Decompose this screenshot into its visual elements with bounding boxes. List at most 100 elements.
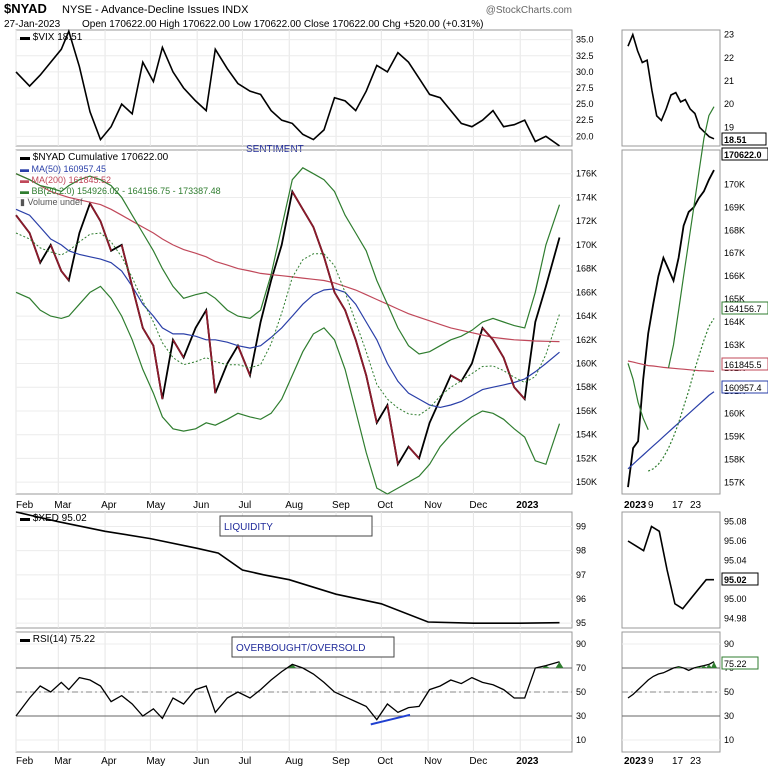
nyad-zoom-bb-mid bbox=[647, 318, 715, 472]
month-label: May bbox=[146, 500, 165, 511]
rsi-tick-label: 30 bbox=[576, 711, 586, 721]
month-label: Jul bbox=[238, 500, 251, 511]
vix-zoom-tick-label: 21 bbox=[724, 76, 734, 86]
nyad-last-box bbox=[721, 301, 768, 315]
month-label: Jun bbox=[193, 500, 209, 511]
nyad-zoom-ma-50- bbox=[627, 391, 715, 470]
nyad-tick-label: 168K bbox=[576, 264, 597, 274]
rsi-zoom-overbought-fill bbox=[675, 666, 682, 668]
vix-zoom-tick-label: 20 bbox=[724, 99, 734, 109]
nyad-down-segment bbox=[172, 339, 185, 359]
nyad-down-segment bbox=[99, 220, 112, 252]
month-label-bottom: Apr bbox=[101, 756, 117, 767]
xed-zoom-tick-label: 95.04 bbox=[724, 555, 747, 565]
nyad-down-segment bbox=[333, 291, 346, 311]
nyad-down-segment bbox=[365, 375, 378, 424]
rsi-tick-label: 50 bbox=[576, 687, 586, 697]
nyad-last-box bbox=[721, 380, 768, 394]
xed-last-label: 95.02 bbox=[724, 575, 747, 585]
rsi-zoom-overbought-fill bbox=[700, 665, 707, 668]
rsi-overbought-fill bbox=[541, 665, 550, 668]
zoom-date-label: 2023 bbox=[624, 500, 647, 511]
nyad-tick-label: 156K bbox=[576, 406, 597, 416]
rsi-zoom-overbought-fill bbox=[705, 664, 712, 668]
nyad-down-segment bbox=[344, 309, 357, 341]
nyad-zoom-tick-label: 169K bbox=[724, 202, 745, 212]
nyad-legend-ma50: ▬ MA(50) 160957.45 bbox=[20, 164, 106, 174]
nyad-tick-label: 176K bbox=[576, 169, 597, 179]
nyad-series-bb-lower bbox=[15, 285, 561, 495]
nyad-tick-label: 174K bbox=[576, 192, 597, 202]
nyad-zoom-tick-label: 165K bbox=[724, 294, 745, 304]
rsi-tick-label: 70 bbox=[576, 663, 586, 673]
zoom-date-label: 23 bbox=[690, 500, 702, 511]
nyad-down-segment bbox=[312, 226, 325, 258]
nyad-last-label: 170622.0 bbox=[724, 150, 762, 160]
zoom-date-label-bottom: 23 bbox=[690, 756, 702, 767]
nyad-tick-label: 164K bbox=[576, 311, 597, 321]
nyad-down-segment bbox=[60, 270, 70, 282]
nyad-zoom-tick-label: 170K bbox=[724, 179, 745, 189]
vix-tick-label: 30.0 bbox=[576, 67, 594, 77]
xed-zoom-frame bbox=[621, 511, 721, 629]
month-label: Feb bbox=[16, 500, 34, 511]
nyad-down-segment bbox=[302, 208, 315, 228]
rsi-zoom-line bbox=[627, 661, 715, 699]
nyad-down-segment bbox=[89, 202, 102, 222]
rsi-last-box bbox=[721, 656, 759, 670]
overbought-box bbox=[231, 636, 395, 658]
nyad-tick-label: 170K bbox=[576, 240, 597, 250]
nyad-down-segment bbox=[492, 339, 505, 359]
nyad-down-segment bbox=[323, 256, 336, 293]
vix-zoom-frame bbox=[621, 29, 721, 147]
zoom-date-label-bottom: 17 bbox=[672, 756, 684, 767]
nyad-tick-label: 160K bbox=[576, 359, 597, 369]
liquidity-annotation: LIQUIDITY bbox=[224, 522, 273, 533]
nyad-series-bb-upper bbox=[15, 167, 561, 355]
zoom-date-label-bottom: 2023 bbox=[624, 756, 647, 767]
nyad-legend-volume: ▮ Volume undef bbox=[20, 197, 83, 207]
nyad-series-ma-50- bbox=[15, 208, 560, 409]
vix-last-label: 18.51 bbox=[724, 135, 747, 145]
rsi-zoom-tick-label: 30 bbox=[724, 711, 734, 721]
nyad-down-segment bbox=[291, 191, 304, 210]
vix-tick-label: 22.5 bbox=[576, 115, 594, 125]
month-label-bottom: 2023 bbox=[516, 756, 539, 767]
nyad-zoom-tick-label: 157K bbox=[724, 478, 745, 488]
month-label: Aug bbox=[285, 500, 303, 511]
nyad-zoom-price bbox=[627, 169, 715, 488]
nyad-down-segment bbox=[205, 310, 217, 394]
nyad-bb-mid bbox=[15, 232, 560, 416]
vix-tick-label: 20.0 bbox=[576, 131, 594, 141]
rsi-overbought-fill bbox=[288, 664, 297, 668]
rsi-tick-label: 10 bbox=[576, 735, 586, 745]
xed-tick-label: 99 bbox=[576, 522, 586, 532]
nyad-down-segment bbox=[237, 345, 251, 376]
zoom-date-label-bottom: 9 bbox=[648, 756, 654, 767]
vix-line bbox=[15, 28, 560, 147]
nyad-zoom-tick-label: 160K bbox=[724, 409, 745, 419]
nyad-legend-price: ▬ $NYAD Cumulative 170622.00 bbox=[20, 152, 169, 163]
liquidity-box bbox=[219, 515, 373, 537]
nyad-last-label: 160957.4 bbox=[724, 383, 762, 393]
nyad-down-segment bbox=[386, 404, 399, 465]
nyad-down-segment bbox=[513, 386, 526, 400]
xed-line bbox=[15, 511, 560, 624]
month-label-bottom: Oct bbox=[377, 756, 393, 767]
month-label: Nov bbox=[424, 500, 442, 511]
xed-zoom-tick-label: 94.98 bbox=[724, 613, 747, 623]
header-description: NYSE - Advance-Decline Issues INDX bbox=[62, 4, 249, 16]
nyad-down-segment bbox=[49, 244, 63, 272]
vix-zoom-tick-label: 22 bbox=[724, 53, 734, 63]
vix-zoom-tick-label: 23 bbox=[724, 30, 734, 40]
nyad-down-segment bbox=[354, 339, 368, 376]
vix-last-box bbox=[721, 132, 767, 146]
nyad-zoom-bb-upper bbox=[667, 106, 715, 369]
nyad-zoom-tick-label: 168K bbox=[724, 225, 745, 235]
nyad-down-segment bbox=[481, 327, 494, 341]
xed-zoom-tick-label: 95.06 bbox=[724, 536, 747, 546]
month-label-bottom: Sep bbox=[332, 756, 350, 767]
nyad-main-frame bbox=[15, 149, 573, 495]
